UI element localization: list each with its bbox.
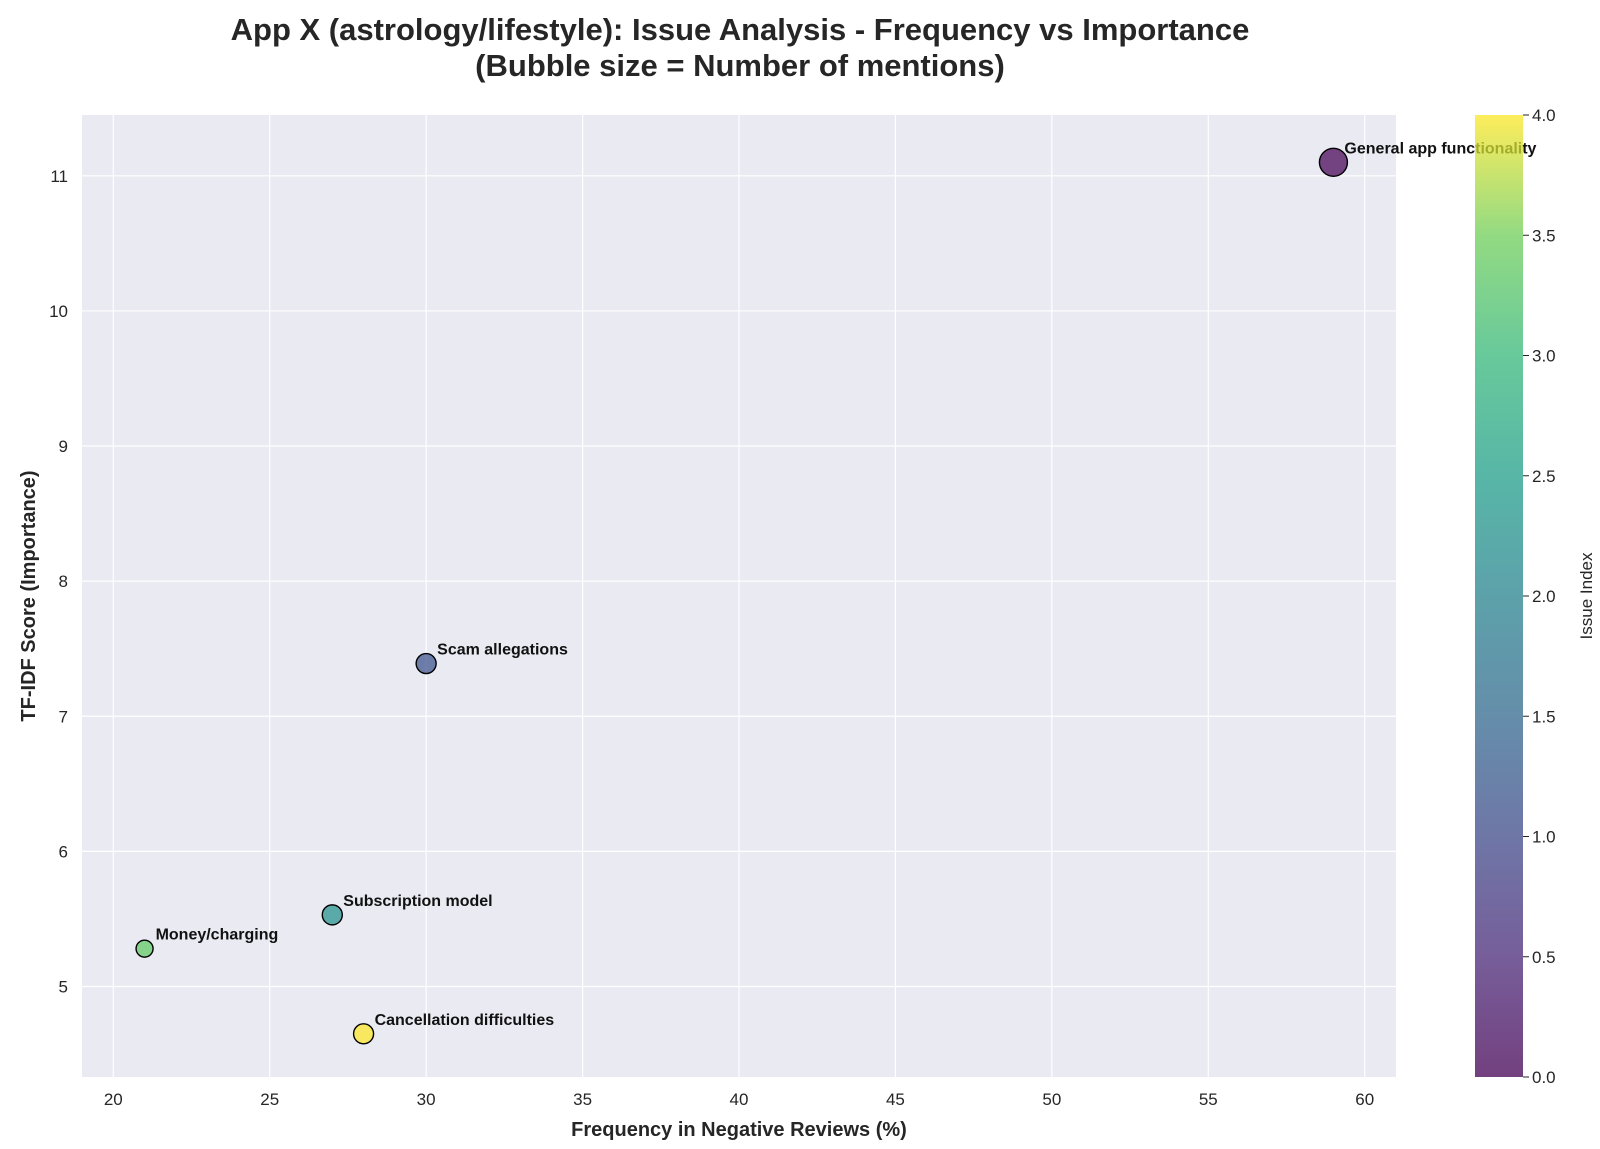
chart-title-line2: (Bubble size = Number of mentions) [475, 48, 1005, 83]
point-label: Money/charging [156, 927, 279, 944]
y-tick-label: 7 [59, 707, 68, 726]
colorbar-tick-label: 3.5 [1532, 226, 1556, 245]
y-tick-label: 5 [59, 977, 68, 996]
point-label: Subscription model [343, 893, 492, 910]
x-tick-label: 25 [260, 1090, 279, 1109]
y-tick-label: 11 [50, 167, 68, 186]
x-tick-label: 20 [104, 1090, 123, 1109]
x-tick-label: 55 [1199, 1090, 1218, 1109]
colorbar-tick-label: 0.0 [1532, 1068, 1556, 1087]
grid-lines [82, 115, 1396, 1077]
point-label: Scam allegations [437, 642, 568, 659]
x-axis-ticks: 20 25 30 35 40 45 50 55 60 [104, 1090, 1374, 1109]
data-point [135, 939, 154, 958]
colorbar-tick-label: 0.5 [1532, 948, 1556, 967]
x-tick-label: 45 [886, 1090, 905, 1109]
point-label: Cancellation difficulties [375, 1012, 555, 1029]
colorbar-tick-label: 4.0 [1532, 106, 1556, 125]
x-tick-label: 35 [573, 1090, 592, 1109]
colorbar-label: Issue Index [1577, 552, 1596, 639]
data-point [352, 1023, 375, 1045]
x-tick-label: 60 [1355, 1090, 1374, 1109]
colorbar-ticks: 0.0 0.5 1.0 1.5 2.0 2.5 3.0 3.5 4.0 [1523, 106, 1556, 1087]
x-tick-label: 30 [417, 1090, 436, 1109]
x-axis-label: Frequency in Negative Reviews (%) [571, 1119, 907, 1141]
data-point [1318, 147, 1349, 177]
colorbar-tick-label: 2.0 [1532, 587, 1556, 606]
chart-title: App X (astrology/lifestyle): Issue Analy… [0, 12, 1480, 84]
y-axis-ticks: 5 6 7 8 9 10 11 [49, 167, 68, 997]
data-points [135, 147, 1349, 1045]
y-tick-label: 6 [59, 842, 68, 861]
data-point [321, 904, 343, 926]
colorbar-tick-label: 3.0 [1532, 347, 1556, 366]
data-point [415, 652, 437, 675]
x-tick-label: 40 [730, 1090, 749, 1109]
y-tick-label: 8 [59, 572, 68, 591]
colorbar [1475, 115, 1523, 1077]
y-tick-label: 9 [59, 437, 68, 456]
y-tick-label: 10 [49, 302, 68, 321]
colorbar-tick-label: 1.0 [1532, 828, 1556, 847]
y-axis-label: TF-IDF Score (Importance) [18, 470, 40, 721]
x-tick-label: 50 [1042, 1090, 1061, 1109]
colorbar-tick-label: 2.5 [1532, 467, 1556, 486]
chart-title-line1: App X (astrology/lifestyle): Issue Analy… [230, 12, 1250, 47]
colorbar-tick-label: 1.5 [1532, 707, 1556, 726]
